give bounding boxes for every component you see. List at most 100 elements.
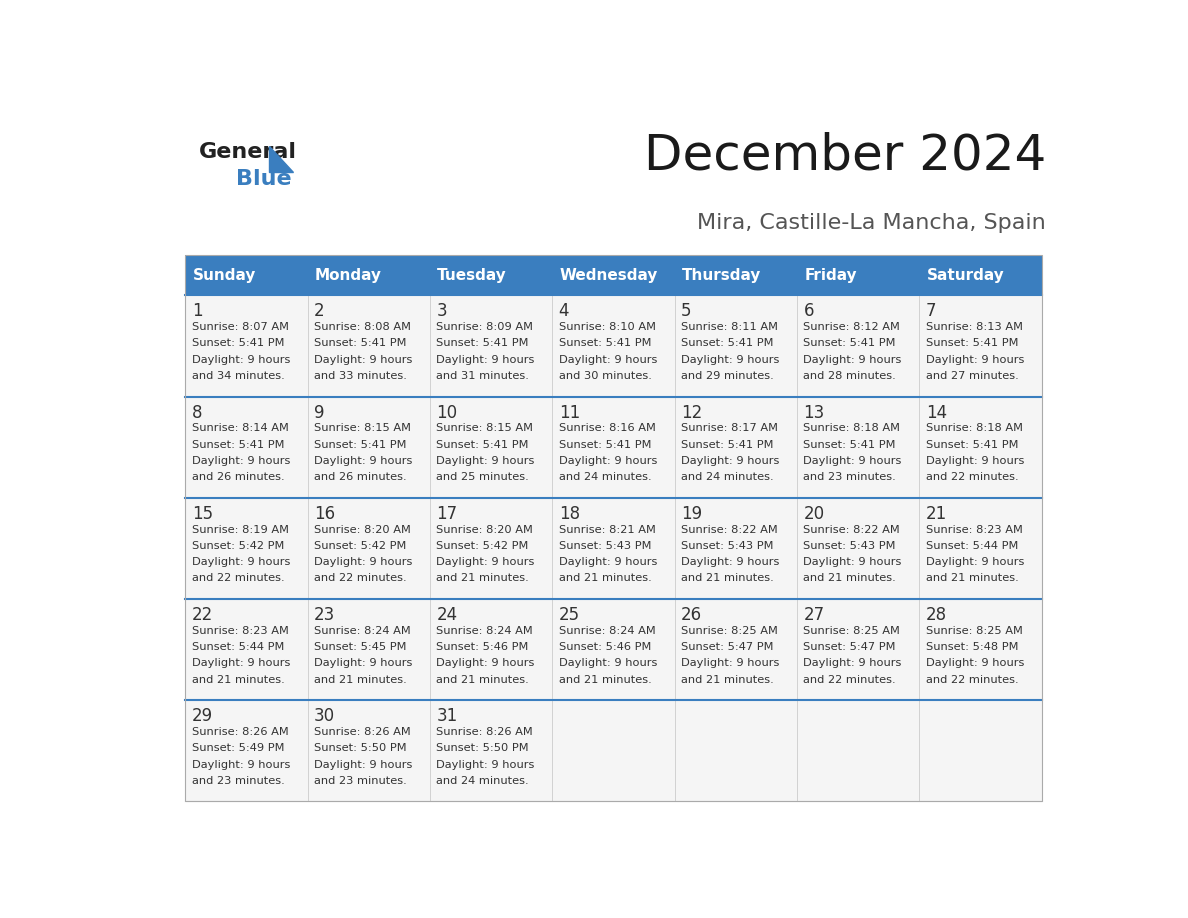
Text: Sunset: 5:50 PM: Sunset: 5:50 PM (314, 744, 406, 754)
Text: Daylight: 9 hours: Daylight: 9 hours (314, 557, 412, 567)
Bar (185, 397, 1042, 498)
Text: Sunset: 5:41 PM: Sunset: 5:41 PM (681, 339, 773, 349)
Polygon shape (270, 145, 293, 172)
Text: Sunset: 5:41 PM: Sunset: 5:41 PM (558, 339, 651, 349)
Text: 28: 28 (925, 606, 947, 624)
Text: Daylight: 9 hours: Daylight: 9 hours (925, 354, 1024, 364)
Text: Daylight: 9 hours: Daylight: 9 hours (925, 658, 1024, 668)
Text: and 22 minutes.: and 22 minutes. (803, 675, 896, 685)
Text: 29: 29 (191, 707, 213, 725)
Text: 12: 12 (681, 404, 702, 421)
Text: 1: 1 (191, 302, 202, 320)
Text: and 21 minutes.: and 21 minutes. (558, 675, 651, 685)
Text: and 21 minutes.: and 21 minutes. (681, 675, 773, 685)
Text: Daylight: 9 hours: Daylight: 9 hours (191, 759, 290, 769)
Text: and 25 minutes.: and 25 minutes. (436, 472, 529, 482)
Text: 8: 8 (191, 404, 202, 421)
Text: Sunset: 5:48 PM: Sunset: 5:48 PM (925, 643, 1018, 652)
Text: Sunrise: 8:22 AM: Sunrise: 8:22 AM (803, 525, 901, 534)
Text: 26: 26 (681, 606, 702, 624)
Text: and 33 minutes.: and 33 minutes. (314, 371, 407, 381)
Text: and 23 minutes.: and 23 minutes. (191, 776, 284, 786)
Text: Sunset: 5:41 PM: Sunset: 5:41 PM (191, 339, 284, 349)
Text: Sunrise: 8:16 AM: Sunrise: 8:16 AM (558, 423, 656, 433)
Text: Daylight: 9 hours: Daylight: 9 hours (803, 658, 902, 668)
Text: Daylight: 9 hours: Daylight: 9 hours (681, 456, 779, 466)
Text: Sunset: 5:46 PM: Sunset: 5:46 PM (558, 643, 651, 652)
Text: Sunrise: 8:25 AM: Sunrise: 8:25 AM (925, 626, 1023, 636)
Text: Friday: Friday (804, 268, 857, 283)
Text: 20: 20 (803, 505, 824, 523)
Text: Daylight: 9 hours: Daylight: 9 hours (191, 456, 290, 466)
Text: Sunrise: 8:24 AM: Sunrise: 8:24 AM (314, 626, 411, 636)
Text: 11: 11 (558, 404, 580, 421)
Text: Daylight: 9 hours: Daylight: 9 hours (681, 354, 779, 364)
Text: Sunrise: 8:15 AM: Sunrise: 8:15 AM (314, 423, 411, 433)
Text: Sunrise: 8:23 AM: Sunrise: 8:23 AM (925, 525, 1023, 534)
Text: Daylight: 9 hours: Daylight: 9 hours (558, 557, 657, 567)
Text: Sunrise: 8:21 AM: Sunrise: 8:21 AM (558, 525, 656, 534)
Text: Sunrise: 8:25 AM: Sunrise: 8:25 AM (681, 626, 778, 636)
Text: and 24 minutes.: and 24 minutes. (436, 776, 529, 786)
Text: Sunset: 5:44 PM: Sunset: 5:44 PM (191, 643, 284, 652)
Text: Sunset: 5:45 PM: Sunset: 5:45 PM (314, 643, 406, 652)
Text: Daylight: 9 hours: Daylight: 9 hours (681, 658, 779, 668)
Text: Sunrise: 8:10 AM: Sunrise: 8:10 AM (558, 322, 656, 332)
Text: Daylight: 9 hours: Daylight: 9 hours (681, 557, 779, 567)
Text: Sunrise: 8:18 AM: Sunrise: 8:18 AM (803, 423, 901, 433)
Text: Sunset: 5:43 PM: Sunset: 5:43 PM (681, 541, 773, 551)
Text: Sunset: 5:41 PM: Sunset: 5:41 PM (925, 440, 1018, 450)
Text: and 21 minutes.: and 21 minutes. (803, 574, 896, 584)
Text: Sunset: 5:41 PM: Sunset: 5:41 PM (191, 440, 284, 450)
Text: Sunrise: 8:25 AM: Sunrise: 8:25 AM (803, 626, 901, 636)
Text: Sunset: 5:41 PM: Sunset: 5:41 PM (803, 440, 896, 450)
Text: 7: 7 (925, 302, 936, 320)
Text: Sunrise: 8:11 AM: Sunrise: 8:11 AM (681, 322, 778, 332)
Bar (185, 498, 1042, 599)
Text: 16: 16 (314, 505, 335, 523)
Text: Daylight: 9 hours: Daylight: 9 hours (803, 456, 902, 466)
Text: Sunset: 5:42 PM: Sunset: 5:42 PM (191, 541, 284, 551)
Text: Sunrise: 8:13 AM: Sunrise: 8:13 AM (925, 322, 1023, 332)
Text: 6: 6 (803, 302, 814, 320)
Bar (185, 255, 1042, 296)
Text: 13: 13 (803, 404, 824, 421)
Text: Sunset: 5:44 PM: Sunset: 5:44 PM (925, 541, 1018, 551)
Text: Daylight: 9 hours: Daylight: 9 hours (314, 456, 412, 466)
Text: 31: 31 (436, 707, 457, 725)
Text: 25: 25 (558, 606, 580, 624)
Text: and 21 minutes.: and 21 minutes. (558, 574, 651, 584)
Text: and 21 minutes.: and 21 minutes. (681, 574, 773, 584)
Text: and 28 minutes.: and 28 minutes. (803, 371, 896, 381)
Text: General: General (200, 142, 297, 162)
Text: Sunrise: 8:15 AM: Sunrise: 8:15 AM (436, 423, 533, 433)
Text: Daylight: 9 hours: Daylight: 9 hours (436, 658, 535, 668)
Text: 21: 21 (925, 505, 947, 523)
Text: 23: 23 (314, 606, 335, 624)
Text: Sunrise: 8:18 AM: Sunrise: 8:18 AM (925, 423, 1023, 433)
Text: 22: 22 (191, 606, 213, 624)
Text: Sunset: 5:50 PM: Sunset: 5:50 PM (436, 744, 529, 754)
Text: 19: 19 (681, 505, 702, 523)
Text: Sunset: 5:46 PM: Sunset: 5:46 PM (436, 643, 529, 652)
Text: Sunset: 5:41 PM: Sunset: 5:41 PM (925, 339, 1018, 349)
Text: Wednesday: Wednesday (560, 268, 658, 283)
Text: Daylight: 9 hours: Daylight: 9 hours (925, 456, 1024, 466)
Text: Sunrise: 8:12 AM: Sunrise: 8:12 AM (803, 322, 901, 332)
Text: and 21 minutes.: and 21 minutes. (314, 675, 406, 685)
Text: 15: 15 (191, 505, 213, 523)
Text: and 29 minutes.: and 29 minutes. (681, 371, 773, 381)
Text: Monday: Monday (315, 268, 383, 283)
Text: Daylight: 9 hours: Daylight: 9 hours (803, 557, 902, 567)
Text: 27: 27 (803, 606, 824, 624)
Text: 2: 2 (314, 302, 324, 320)
Text: Sunset: 5:43 PM: Sunset: 5:43 PM (558, 541, 651, 551)
Text: Daylight: 9 hours: Daylight: 9 hours (558, 456, 657, 466)
Text: 18: 18 (558, 505, 580, 523)
Text: 3: 3 (436, 302, 447, 320)
Text: Daylight: 9 hours: Daylight: 9 hours (558, 658, 657, 668)
Text: and 24 minutes.: and 24 minutes. (558, 472, 651, 482)
Text: and 26 minutes.: and 26 minutes. (191, 472, 284, 482)
Text: Sunrise: 8:07 AM: Sunrise: 8:07 AM (191, 322, 289, 332)
Text: Sunset: 5:41 PM: Sunset: 5:41 PM (558, 440, 651, 450)
